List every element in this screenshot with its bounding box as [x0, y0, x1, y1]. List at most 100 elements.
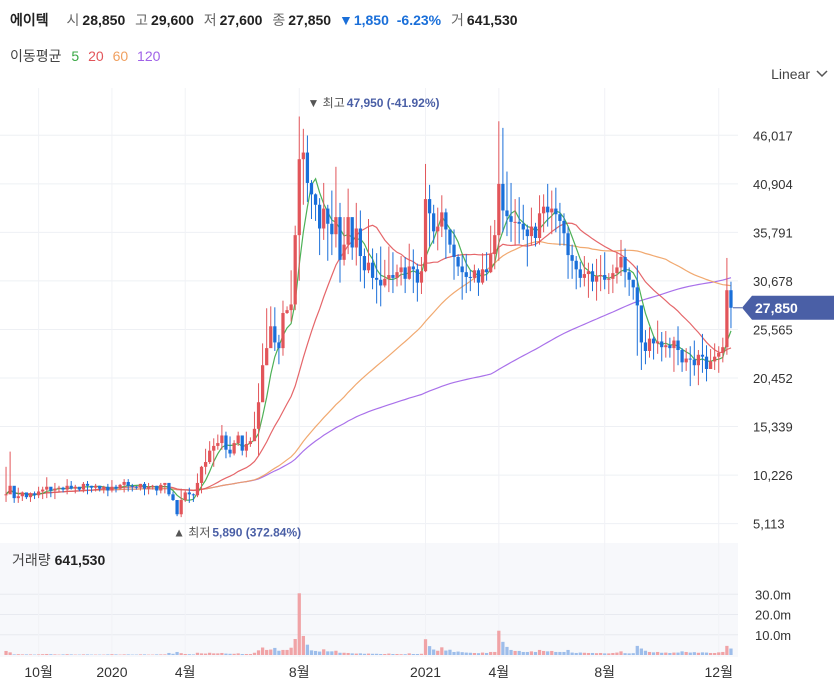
volume-bar	[195, 652, 200, 655]
volume-bar	[293, 639, 297, 655]
candle-body	[533, 226, 538, 238]
volume-bar	[436, 650, 440, 655]
candle-body	[16, 496, 20, 499]
volume-bar	[721, 651, 725, 655]
candle-body	[668, 345, 672, 349]
volume-bar	[676, 652, 680, 655]
volume-bar	[301, 635, 305, 655]
volume-bar	[460, 652, 464, 655]
candle-body	[163, 482, 167, 485]
volume-bar	[171, 653, 175, 655]
volume-bar	[346, 652, 350, 655]
volume-bar	[61, 654, 65, 655]
candle-body	[8, 485, 12, 495]
candle-body	[529, 226, 534, 237]
volume-bar	[281, 649, 285, 655]
ma-60-label[interactable]: 60	[112, 48, 129, 64]
volume-bar	[415, 653, 420, 655]
candle-body	[199, 466, 204, 483]
candle-body	[159, 484, 163, 491]
volume-bar	[16, 654, 20, 655]
volume-bar	[696, 652, 701, 655]
volume-bar	[248, 653, 253, 655]
volume-bar	[611, 652, 615, 655]
ma-120-label[interactable]: 120	[137, 48, 161, 64]
volume-bar	[403, 654, 407, 655]
ma-60-line	[5, 240, 732, 495]
volume-bar	[322, 649, 326, 655]
volume-bar	[574, 652, 578, 655]
candle-body	[309, 182, 314, 195]
volume-bar	[615, 652, 619, 655]
volume-bar	[570, 652, 574, 655]
ma-20-label[interactable]: 20	[88, 48, 104, 64]
volume-bar	[326, 651, 330, 655]
candle-body	[656, 341, 660, 344]
volume-bar	[566, 649, 570, 655]
volume-bar	[627, 653, 631, 655]
volume-bar	[493, 651, 497, 655]
candle-body	[102, 486, 106, 489]
volume-bar	[309, 650, 314, 655]
volume-bar	[159, 654, 163, 655]
volume-bar	[167, 652, 171, 655]
moving-average-legend: 이동평균 5 20 60 120	[10, 46, 165, 66]
y-tick-label: 5,113	[753, 517, 785, 532]
volume-bar	[216, 653, 220, 655]
candle-body	[260, 365, 265, 403]
volume-bar	[562, 651, 566, 655]
volume-bar	[20, 654, 24, 655]
volume-bar	[269, 649, 273, 655]
candle-body	[574, 260, 578, 270]
scale-selector[interactable]: Linear	[771, 66, 828, 82]
volume-bar	[651, 652, 656, 655]
candle-body	[289, 304, 293, 311]
candle-body	[370, 262, 375, 278]
volume-bar	[505, 646, 509, 655]
candle-body	[126, 481, 130, 486]
volume-bar	[541, 650, 546, 655]
candle-body	[183, 492, 187, 501]
volume-bar	[81, 654, 86, 655]
candle-body	[130, 485, 134, 487]
candle-body	[525, 229, 529, 237]
candle-body	[216, 443, 220, 446]
low-value: 27,600	[219, 12, 263, 28]
volume-panel-label: 거래량 641,530	[12, 550, 105, 570]
volume-bar	[114, 654, 118, 655]
volume-bar	[350, 653, 354, 655]
candle-body	[4, 494, 8, 496]
volume-bar	[375, 653, 379, 655]
volume-bar	[256, 650, 261, 655]
ma-5-label[interactable]: 5	[71, 48, 80, 64]
candle-body	[541, 206, 546, 214]
candle-body	[362, 256, 367, 271]
change-percent: -6.23%	[396, 12, 442, 28]
candle-body	[444, 212, 448, 230]
volume-bar	[432, 649, 436, 655]
open-value: 28,850	[82, 12, 126, 28]
current-price-badge	[742, 295, 834, 320]
candle-body	[521, 223, 525, 230]
volume-bar	[12, 654, 16, 655]
candle-body	[69, 485, 73, 489]
volume-bar	[260, 647, 265, 655]
candle-body	[358, 228, 362, 257]
candle-body	[195, 482, 200, 496]
volume-bar	[472, 652, 477, 655]
candle-body	[41, 489, 45, 492]
candle-body	[45, 486, 49, 490]
candle-body	[379, 279, 383, 286]
candle-body	[517, 221, 521, 224]
volume-bar	[155, 654, 159, 655]
candle-body	[468, 276, 472, 278]
candle-body	[49, 486, 53, 491]
candle-body	[375, 277, 379, 280]
volume-bar	[313, 650, 318, 655]
volume-bar	[497, 630, 501, 655]
high-label: 고	[135, 12, 149, 28]
volume-bar	[183, 653, 187, 655]
candle-body	[713, 356, 717, 362]
volume-bar	[468, 652, 472, 655]
